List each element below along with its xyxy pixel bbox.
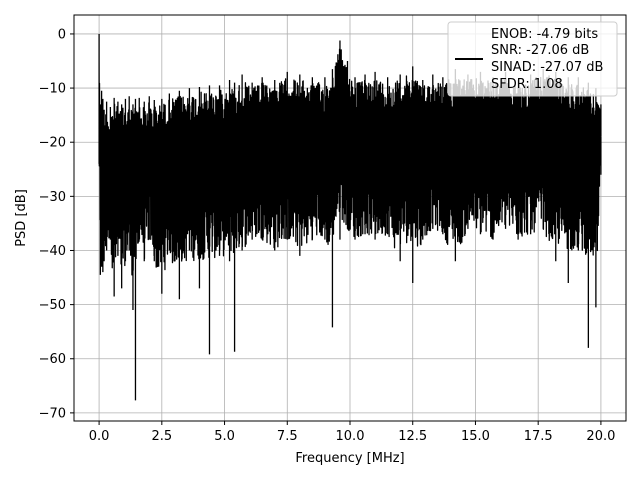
x-tick-label: 0.0 xyxy=(89,429,110,444)
y-tick-label: 0 xyxy=(58,27,66,42)
y-tick-label: −40 xyxy=(39,244,66,259)
legend-sinad: SINAD: -27.07 dB xyxy=(491,60,603,75)
legend-sfdr: SFDR: 1.08 xyxy=(491,77,563,92)
y-tick-label: −60 xyxy=(39,352,66,367)
x-tick-label: 5.0 xyxy=(214,429,235,444)
legend-snr: SNR: -27.06 dB xyxy=(491,43,589,58)
x-tick-label: 20.0 xyxy=(586,429,615,444)
legend: ENOB: -4.79 bits SNR: -27.06 dB SINAD: -… xyxy=(447,21,618,97)
x-tick-label: 2.5 xyxy=(151,429,172,444)
x-tick-label: 10.0 xyxy=(336,429,365,444)
y-tick-label: −20 xyxy=(39,136,66,151)
y-tick-label: −70 xyxy=(39,406,66,421)
x-tick-label: 17.5 xyxy=(524,429,553,444)
y-tick-label: −10 xyxy=(39,82,66,97)
legend-enob: ENOB: -4.79 bits xyxy=(491,27,598,42)
psd-series-line xyxy=(98,33,602,401)
x-axis-label: Frequency [MHz] xyxy=(295,451,404,466)
series-group xyxy=(98,33,602,401)
y-tick-label: −50 xyxy=(39,298,66,313)
x-tick-label: 12.5 xyxy=(398,429,427,444)
legend-box xyxy=(447,21,618,97)
x-axis-ticks: 0.0 2.5 5.0 7.5 10.0 12.5 15.0 17.5 20.0 xyxy=(89,421,615,444)
y-axis-ticks: 0 −10 −20 −30 −40 −50 −60 −70 xyxy=(39,27,74,421)
y-tick-label: −30 xyxy=(39,190,66,205)
y-axis-label: PSD [dB] xyxy=(14,189,29,247)
x-tick-label: 7.5 xyxy=(277,429,298,444)
x-tick-label: 15.0 xyxy=(461,429,490,444)
